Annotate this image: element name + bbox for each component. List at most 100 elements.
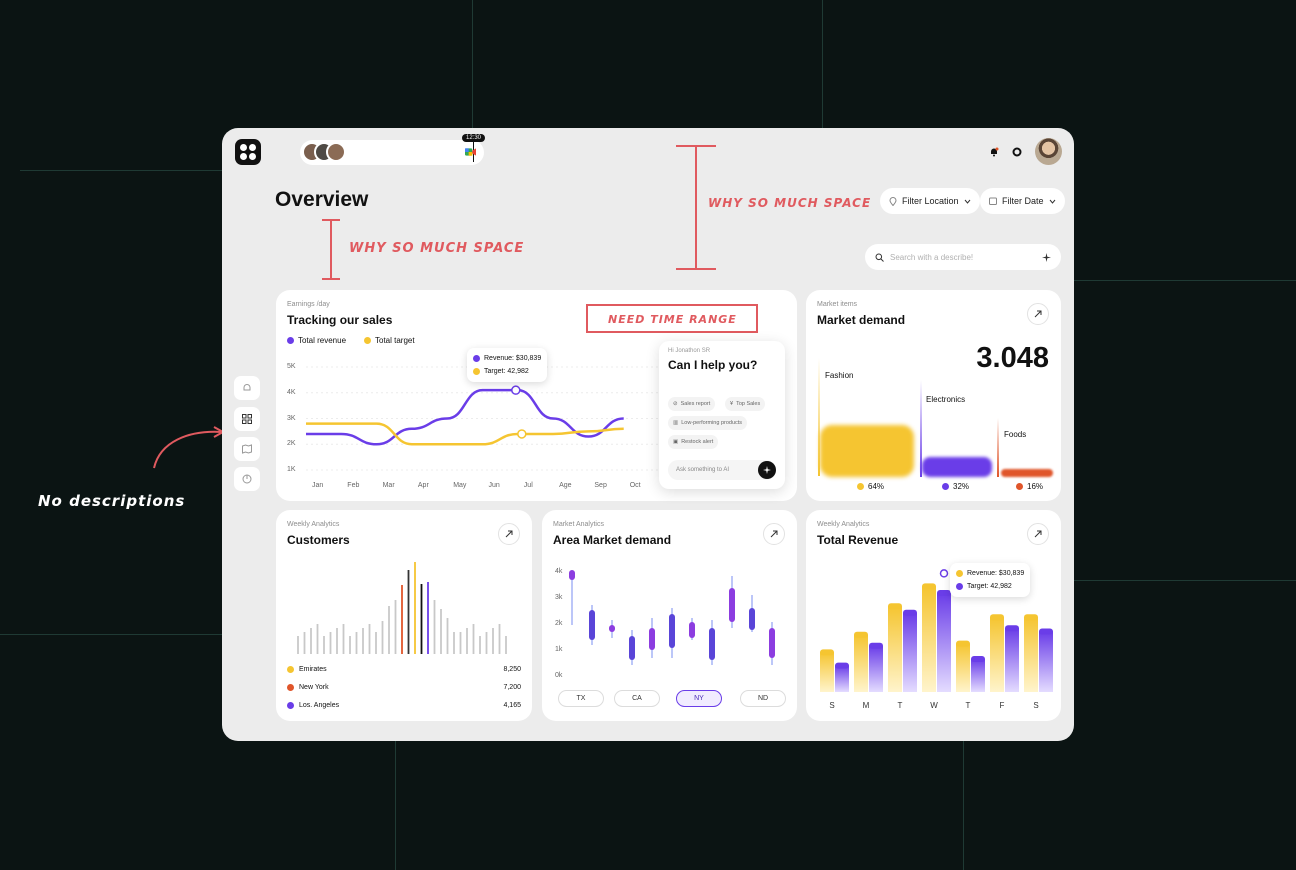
bar-revenue (956, 643, 970, 692)
ai-send-button[interactable] (758, 461, 776, 479)
pct-label: 16% (1027, 482, 1044, 491)
y-tick: 3K (287, 414, 296, 422)
x-tick: May (453, 482, 467, 489)
background-line (20, 170, 222, 171)
background-line (472, 0, 473, 128)
card-subtitle: Earnings /day (287, 301, 330, 308)
market-label-fashion: Fashion (825, 371, 854, 380)
row-label: Emirates (299, 666, 327, 673)
sparkle-icon[interactable] (1042, 252, 1051, 262)
legend-label: Total target (375, 336, 415, 345)
market-axis-line (818, 358, 820, 476)
candle-body (729, 588, 735, 622)
ai-input[interactable]: Ask something to AI (668, 460, 776, 480)
card-subtitle: Market Analytics (553, 521, 604, 528)
row-label: New York (299, 684, 329, 691)
annotation-bracket-icon (676, 145, 716, 270)
background-line (0, 634, 222, 635)
annotation-space-right: WHY SO MUCH SPACE (708, 196, 872, 210)
x-tick: F (1000, 701, 1005, 710)
expand-button[interactable] (1027, 523, 1049, 545)
state-filter-ca[interactable]: CA (614, 690, 660, 707)
state-filter-tx[interactable]: TX (558, 690, 604, 707)
chip-label: Restock alert (681, 439, 714, 445)
card-subtitle: Market items (817, 301, 858, 308)
search-icon (875, 253, 884, 262)
y-tick: 5K (287, 363, 296, 370)
tooltip-dot (473, 355, 480, 362)
row-value: 7,200 (503, 684, 521, 691)
market-pct-foods: 16% (1016, 482, 1043, 491)
bar-revenue-cap (1024, 614, 1038, 621)
annotation-box (586, 304, 758, 333)
legend-dot (287, 666, 294, 673)
x-tick: M (863, 701, 870, 710)
y-tick: 2k (555, 620, 563, 627)
state-filter-nd[interactable]: ND (740, 690, 786, 707)
sidebar-item-dashboard[interactable] (234, 407, 260, 431)
tooltip-revenue: Revenue: $30,839 (967, 570, 1025, 577)
ai-chip-low-performing[interactable]: ▥ Low-performing products (668, 416, 748, 430)
meeting-bar[interactable]: 12:30 (300, 134, 486, 165)
background-line (395, 741, 396, 870)
user-avatar[interactable] (1035, 138, 1062, 165)
candle-body (749, 608, 755, 630)
legend-dot (287, 702, 294, 709)
bar-target (835, 665, 849, 692)
y-tick: 0k (555, 672, 563, 679)
row-value: 8,250 (503, 666, 521, 673)
expand-button[interactable] (498, 523, 520, 545)
filter-location-button[interactable]: Filter Location (880, 188, 980, 214)
bar-revenue (820, 652, 834, 692)
expand-button[interactable] (1027, 303, 1049, 325)
chip-label: Sales report (680, 401, 711, 407)
settings-icon[interactable] (1012, 147, 1022, 157)
market-pct-fashion: 64% (857, 482, 884, 491)
search-placeholder: Search with a describe! (890, 252, 974, 262)
target-marker (517, 429, 527, 439)
market-bar-electronics (922, 457, 992, 477)
calendar-icon (989, 197, 997, 205)
ai-chip-sales-report[interactable]: ⊘ Sales report (668, 397, 716, 411)
market-pct-electronics: 32% (942, 482, 969, 491)
app-logo[interactable] (235, 139, 261, 165)
sidebar-item-map[interactable] (234, 437, 260, 461)
state-filter-ny[interactable]: NY (676, 690, 722, 707)
chevron-down-icon (1049, 199, 1055, 204)
arrow-up-right-icon (505, 530, 513, 538)
video-call-icon[interactable] (465, 147, 476, 157)
expand-button[interactable] (763, 523, 785, 545)
filter-date-button[interactable]: Filter Date (980, 188, 1065, 214)
legend-dot (364, 337, 371, 344)
legend-dot (1016, 483, 1023, 490)
chip-icon: ▥ (673, 420, 679, 426)
chip-icon: ¥ (730, 401, 734, 407)
bar-revenue-cap (820, 649, 834, 656)
location-pin-icon (889, 196, 897, 206)
grid-icon (242, 414, 252, 424)
ai-chip-top-sales[interactable]: ¥ Top Sales (725, 397, 766, 411)
market-axis-line (920, 380, 922, 477)
series-line-revenue (304, 388, 624, 446)
x-tick: S (829, 701, 834, 710)
search-input[interactable]: Search with a describe! (865, 244, 1061, 270)
annotation-time-range: NEED TIME RANGE (608, 313, 737, 326)
pct-label: 32% (953, 482, 970, 491)
filter-location-label: Filter Location (902, 196, 959, 206)
bar-target-cap (971, 656, 985, 662)
sidebar-item-reports[interactable] (234, 467, 260, 491)
bar-revenue (888, 606, 902, 692)
background-line (822, 0, 823, 128)
chip-icon: ▣ (673, 439, 679, 445)
sidebar-item-notifications[interactable] (234, 376, 260, 400)
chip-label: Top Sales (736, 401, 761, 407)
list-item: Emirates 8,250 (287, 666, 521, 673)
candle-body (589, 610, 595, 640)
avatar (326, 142, 346, 162)
ai-chip-restock-alert[interactable]: ▣ Restock alert (668, 435, 719, 449)
legend-target: Total target (364, 336, 415, 345)
notification-bell-icon[interactable] (989, 147, 999, 157)
card-subtitle: Weekly Analytics (287, 521, 340, 528)
legend-dot (942, 483, 949, 490)
bar-target-cap (835, 662, 849, 669)
